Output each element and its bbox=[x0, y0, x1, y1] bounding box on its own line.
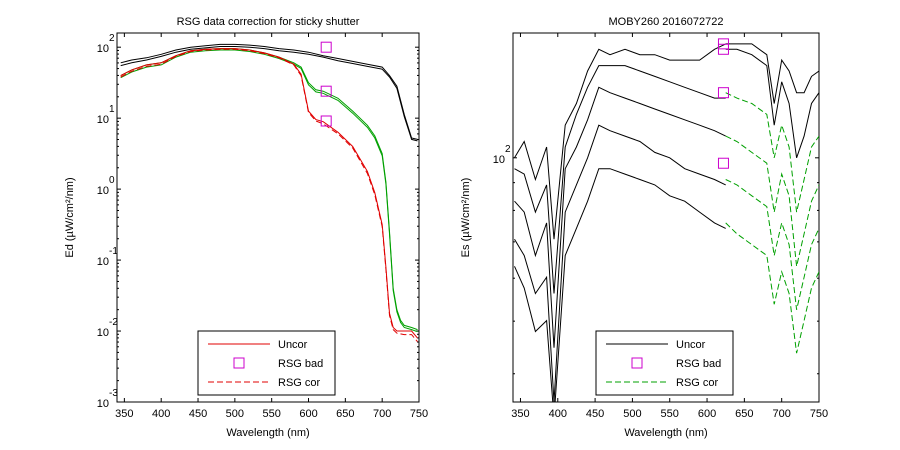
y-tick-label: 10 bbox=[97, 114, 109, 126]
y-tick-label: 10 bbox=[97, 327, 109, 339]
chart-title: RSG data correction for sticky shutter bbox=[177, 16, 360, 28]
y-tick-label: 10 bbox=[493, 154, 505, 166]
series-line-uncor bbox=[120, 46, 418, 142]
y-tick-label: 10 bbox=[97, 256, 109, 268]
series-line-uncor bbox=[725, 43, 819, 104]
y-axis-label: Ed (µW/cm²/nm) bbox=[64, 177, 76, 257]
legend-label: RSG cor bbox=[676, 377, 719, 389]
legend-label: RSG bad bbox=[278, 358, 323, 370]
x-axis-label: Wavelength (nm) bbox=[624, 427, 707, 439]
series-line-rsg-cor bbox=[725, 222, 819, 354]
legend-marker-rsg-bad bbox=[631, 357, 643, 369]
series-line-uncor bbox=[514, 43, 726, 240]
x-tick-label: 700 bbox=[373, 408, 391, 420]
x-tick-label: 650 bbox=[336, 408, 354, 420]
rsg-bad-marker bbox=[717, 43, 729, 55]
legend: Uncor RSG bad RSG cor bbox=[197, 330, 336, 396]
chart-panel-2: 350 400 450 500 550 600 650 700 750 102 MOBY260 20… bbox=[460, 16, 828, 439]
series-line-uncor bbox=[514, 124, 726, 402]
legend: Uncor RSG bad RSG cor bbox=[595, 330, 734, 396]
series-group bbox=[514, 43, 819, 402]
y-axis-label: Es (µW/cm²/nm) bbox=[460, 178, 472, 258]
x-tick-label: 400 bbox=[549, 408, 567, 420]
series-line-uncor bbox=[514, 65, 726, 294]
x-axis-label: Wavelength (nm) bbox=[226, 427, 309, 439]
series-line-uncor bbox=[514, 168, 726, 402]
legend-label: Uncor bbox=[278, 339, 308, 351]
rsg-bad-marker bbox=[320, 41, 332, 53]
series-line-rsg-cor bbox=[120, 49, 418, 333]
x-tick-label: 450 bbox=[586, 408, 604, 420]
legend-label: Uncor bbox=[676, 339, 706, 351]
rsg-bad-marker bbox=[717, 87, 729, 99]
legend-label: RSG cor bbox=[278, 377, 321, 389]
y-tick-label: 10 bbox=[97, 398, 109, 410]
x-tick-label: 400 bbox=[152, 408, 170, 420]
chart-title: MOBY260 2016072722 bbox=[609, 16, 724, 28]
rsg-bad-marker bbox=[320, 85, 332, 97]
y-tick-exponent: 0 bbox=[109, 175, 115, 186]
rsg-bad-marker bbox=[320, 115, 332, 127]
x-tick-label: 700 bbox=[773, 408, 791, 420]
rsg-bad-marker bbox=[717, 157, 729, 169]
series-line-rsg-cor bbox=[725, 179, 819, 310]
y-tick-label: 10 bbox=[97, 185, 109, 197]
y-tick-exponent: -2 bbox=[109, 317, 118, 328]
x-tick-label: 500 bbox=[226, 408, 244, 420]
chart-panel-1: 350 400 450 500 550 600 650 700 75010210110010-1… bbox=[64, 16, 428, 439]
x-tick-label: 750 bbox=[410, 408, 428, 420]
x-tick-label: 650 bbox=[735, 408, 753, 420]
series-line-rsg-cor bbox=[725, 92, 819, 213]
x-tick-label: 750 bbox=[810, 408, 828, 420]
x-tick-label: 600 bbox=[698, 408, 716, 420]
legend-box bbox=[197, 330, 336, 396]
x-tick-label: 550 bbox=[661, 408, 679, 420]
x-tick-label: 350 bbox=[511, 408, 529, 420]
y-tick-exponent: 2 bbox=[505, 144, 511, 155]
x-tick-label: 350 bbox=[115, 408, 133, 420]
y-tick-exponent: 1 bbox=[109, 104, 115, 115]
series-line-rsg-cor bbox=[725, 135, 819, 267]
legend-label: RSG bad bbox=[676, 358, 721, 370]
series-line-uncor bbox=[725, 48, 819, 158]
y-tick-exponent: -1 bbox=[109, 246, 118, 257]
x-tick-label: 550 bbox=[263, 408, 281, 420]
series-line-uncor bbox=[120, 43, 418, 140]
x-tick-label: 450 bbox=[189, 408, 207, 420]
y-tick-exponent: 2 bbox=[109, 33, 115, 44]
legend-marker-rsg-bad bbox=[233, 357, 245, 369]
legend-box bbox=[595, 330, 734, 396]
series-group bbox=[120, 43, 418, 343]
y-tick-exponent: -3 bbox=[109, 388, 118, 399]
series-line-uncor bbox=[514, 86, 726, 348]
x-tick-label: 600 bbox=[299, 408, 317, 420]
y-tick-label: 10 bbox=[97, 43, 109, 55]
x-tick-label: 500 bbox=[623, 408, 641, 420]
